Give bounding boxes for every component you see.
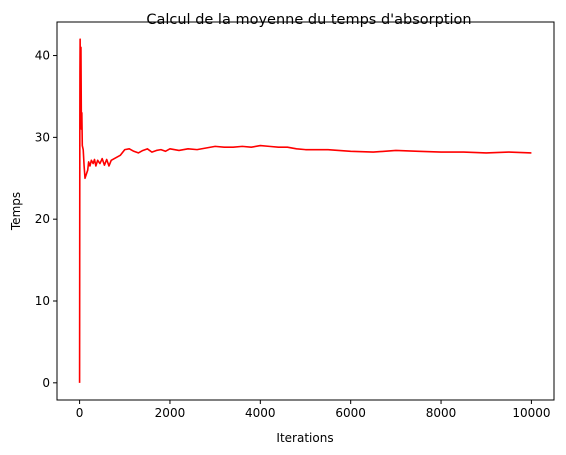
x-axis: 0 2000 4000 6000 8000 10000 [76,400,551,420]
plot-area [78,38,532,383]
series-line-1 [78,38,532,383]
x-tick-label: 8000 [426,406,457,420]
x-tick-label: 0 [76,406,84,420]
y-tick-label: 40 [35,49,50,63]
chart-title: Calcul de la moyenne du temps d'absorpti… [146,12,471,28]
y-tick-label: 20 [35,212,50,226]
x-tick-label: 6000 [335,406,366,420]
y-axis: 0 10 20 30 40 [35,49,57,390]
x-axis-label: Iterations [276,431,333,445]
axes-frame [56,21,555,401]
y-axis-label: Temps [9,192,23,231]
x-tick-label: 10000 [512,406,550,420]
y-tick-label: 0 [42,376,50,390]
y-tick-label: 30 [35,130,50,144]
y-tick-label: 10 [35,294,50,308]
x-tick-label: 4000 [245,406,276,420]
x-tick-label: 2000 [155,406,186,420]
